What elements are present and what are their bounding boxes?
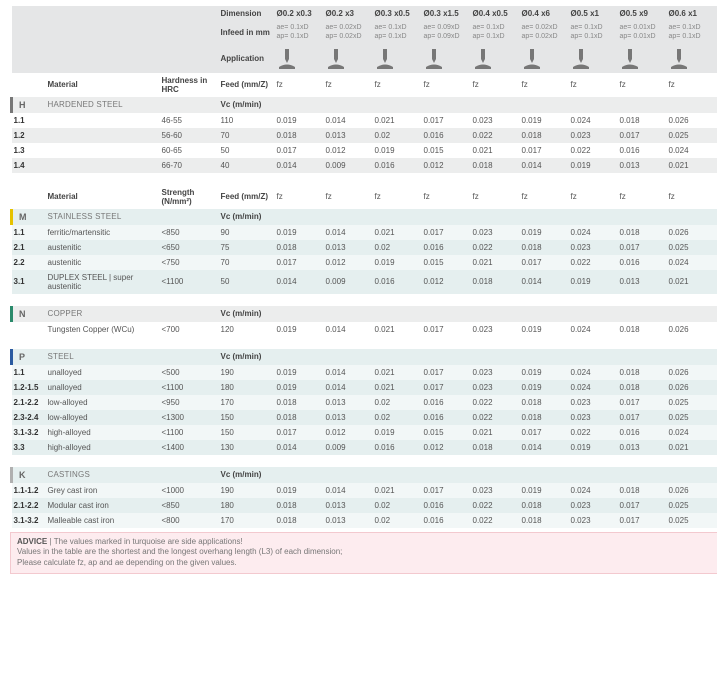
dim-1: Ø0.2 x3 <box>324 6 373 21</box>
hdr-application: Application <box>219 45 275 73</box>
table-row: 2.3-2.4low-alloyed<13001500.0180.0130.02… <box>12 410 717 425</box>
dim-3: Ø0.3 x1.5 <box>422 6 471 21</box>
table-row: 3.1-3.2Malleable cast iron<8001700.0180.… <box>12 513 717 528</box>
dim-7: Ø0.5 x9 <box>618 6 667 21</box>
dim-8: Ø0.6 x1 <box>667 6 716 21</box>
table-row: 1.1-1.2Grey cast iron<10001900.0190.0140… <box>12 483 717 498</box>
hdr-material: Material <box>46 73 160 97</box>
section-N: NCOPPERVc (m/min) <box>12 306 717 322</box>
table-row: 1.360-65500.0170.0120.0190.0150.0210.017… <box>12 143 717 158</box>
tool-icon <box>667 45 716 73</box>
tool-icon <box>275 45 324 73</box>
advice-box: ADVICE | The values marked in turquoise … <box>10 532 717 574</box>
tool-icon <box>373 45 422 73</box>
dim-2: Ø0.3 x0.5 <box>373 6 422 21</box>
dim-5: Ø0.4 x6 <box>520 6 569 21</box>
tool-icon <box>520 45 569 73</box>
table-row: 1.1ferritic/martensitic<850900.0190.0140… <box>12 225 717 240</box>
table-row: 1.146-551100.0190.0140.0210.0170.0230.01… <box>12 113 717 128</box>
table-row: 3.1DUPLEX STEEL | super austenitic<11005… <box>12 270 717 294</box>
hdr-feed: Feed (mm/Z) <box>219 73 275 97</box>
dim-4: Ø0.4 x0.5 <box>471 6 520 21</box>
table-row: 2.1-2.2low-alloyed<9501700.0180.0130.020… <box>12 395 717 410</box>
tool-icon <box>422 45 471 73</box>
table-row: 1.256-60700.0180.0130.020.0160.0220.0180… <box>12 128 717 143</box>
table-row: 1.466-70400.0140.0090.0160.0120.0180.014… <box>12 158 717 173</box>
section-H: HHARDENED STEELVc (m/min) <box>12 97 717 113</box>
table-row: 2.2austenitic<750700.0170.0120.0190.0150… <box>12 255 717 270</box>
dim-0: Ø0.2 x0.3 <box>275 6 324 21</box>
tool-icon <box>324 45 373 73</box>
table-row: 1.1unalloyed<5001900.0190.0140.0210.0170… <box>12 365 717 380</box>
section-K: KCASTINGSVc (m/min) <box>12 467 717 483</box>
section-M: MSTAINLESS STEELVc (m/min) <box>12 209 717 225</box>
tool-icon <box>618 45 667 73</box>
tool-icon <box>471 45 520 73</box>
dim-6: Ø0.5 x1 <box>569 6 618 21</box>
hdr-hardness: Hardness in HRC <box>160 73 219 97</box>
section-P: PSTEELVc (m/min) <box>12 349 717 365</box>
hdr-dimension: Dimension <box>219 6 275 21</box>
table-row: Tungsten Copper (WCu)<7001200.0190.0140.… <box>12 322 717 337</box>
hdr-infeed: Infeed in mm <box>219 21 275 45</box>
cutting-data-table: Dimension Ø0.2 x0.3 Ø0.2 x3 Ø0.3 x0.5 Ø0… <box>10 6 717 528</box>
table-row: 3.1-3.2high-alloyed<11001500.0170.0120.0… <box>12 425 717 440</box>
table-row: 3.3high-alloyed<14001300.0140.0090.0160.… <box>12 440 717 455</box>
table-row: 1.2-1.5unalloyed<11001800.0190.0140.0210… <box>12 380 717 395</box>
tool-icon <box>569 45 618 73</box>
table-row: 2.1-2.2Modular cast iron<8501800.0180.01… <box>12 498 717 513</box>
table-row: 2.1austenitic<650750.0180.0130.020.0160.… <box>12 240 717 255</box>
